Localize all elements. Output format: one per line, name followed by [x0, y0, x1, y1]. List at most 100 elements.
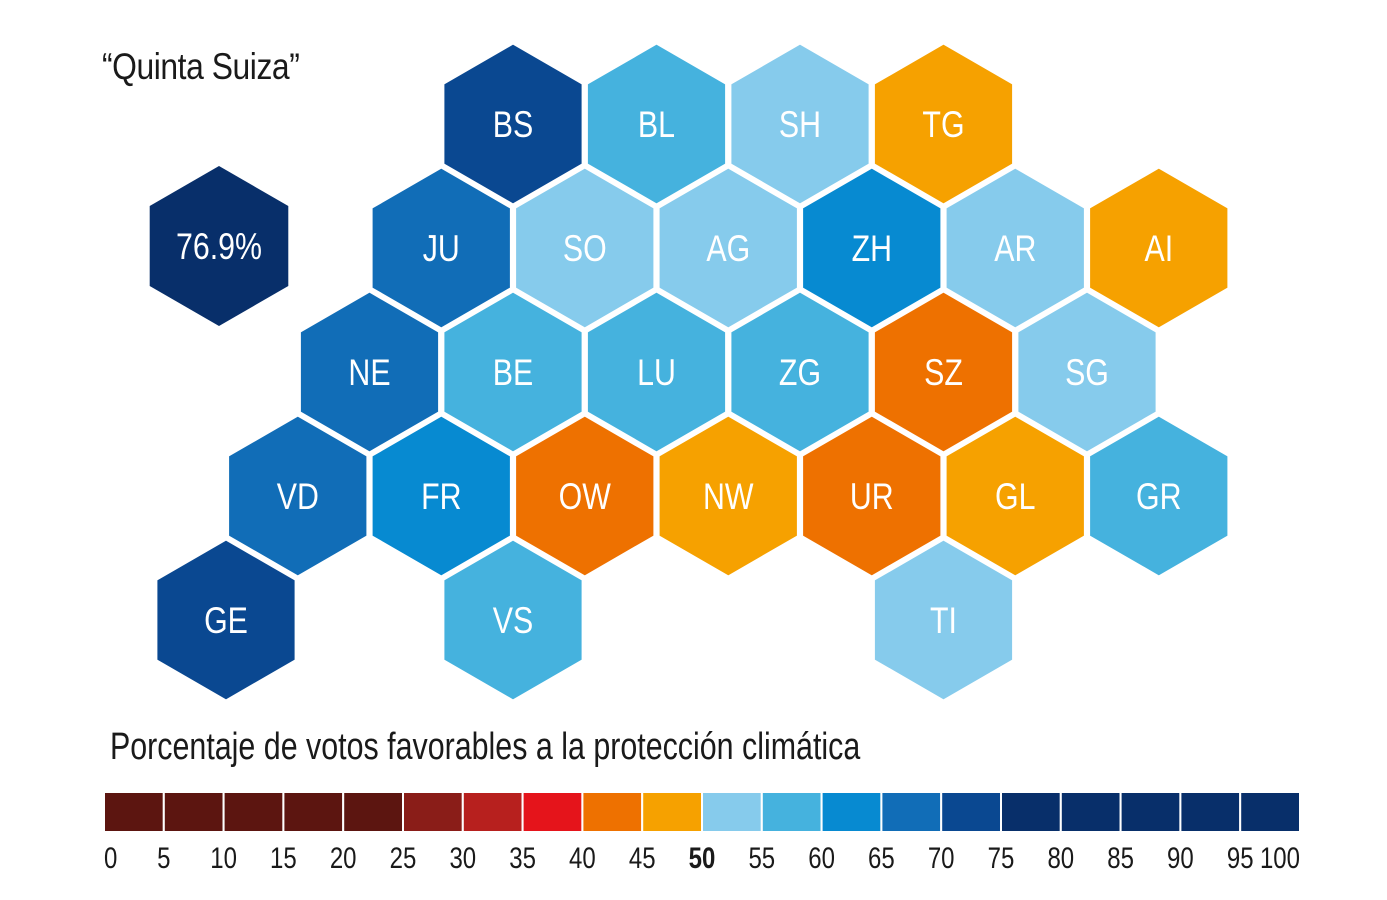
canton-hex-sh: [728, 41, 872, 207]
canton-label: AG: [706, 228, 750, 270]
legend-swatch: [880, 791, 943, 833]
legend-tick-label: 60: [808, 840, 835, 874]
canton-label: GE: [204, 600, 248, 642]
legend-tick-label: 10: [210, 840, 237, 874]
canton-label: NW: [703, 476, 754, 518]
canton-hex-gr: [1087, 413, 1231, 579]
canton-hex-gl: [943, 413, 1087, 579]
canton-hex-bs: [441, 41, 585, 207]
canton-hex-sg: [1015, 289, 1159, 455]
legend-tick-label: 50: [689, 840, 716, 874]
legend-tick-label: 75: [988, 840, 1015, 874]
legend-tick-label: 25: [390, 840, 417, 874]
legend-tick-label: 0: [104, 840, 117, 874]
legend-swatch: [222, 791, 285, 833]
canton-label: VS: [493, 600, 533, 642]
canton-label: ZH: [852, 228, 892, 270]
canton-hex-ne: [297, 289, 442, 455]
legend-tick-label: 85: [1107, 840, 1134, 874]
canton-hex-ar: [943, 165, 1087, 331]
canton-hex-ju: [369, 165, 513, 331]
canton-label: TI: [930, 600, 957, 642]
national-result-value: 76.9%: [176, 226, 262, 268]
canton-label: OW: [559, 476, 611, 518]
map-title: “Quinta Suiza”: [102, 46, 300, 87]
canton-hex-ur: [800, 413, 944, 579]
canton-hex-so: [513, 165, 657, 331]
canton-hex-ai: [1087, 165, 1231, 331]
canton-label: SZ: [924, 352, 963, 394]
legend-swatch: [402, 791, 464, 833]
canton-label: NE: [348, 352, 390, 394]
canton-label: BE: [493, 352, 533, 394]
legend-title: Porcentaje de votos favorables a la prot…: [110, 726, 861, 768]
canton-hex-ag: [656, 165, 800, 331]
legend-swatch: [461, 791, 524, 833]
legend-swatch: [1179, 791, 1242, 833]
canton-label: BL: [638, 104, 675, 146]
legend-tick-label: 45: [629, 840, 656, 874]
legend-swatch: [1000, 791, 1062, 833]
canton-hexes: BS BL SH TG JU SO AG ZH AR AI NE BE LU ZG SZ SG VD FR OW NW…: [154, 41, 1231, 703]
legend-tick-label: 35: [509, 840, 536, 874]
canton-label: AI: [1144, 228, 1173, 270]
canton-hex-vs: [441, 537, 585, 703]
legend-tick-label: 40: [569, 840, 596, 874]
legend-tick-label: 100: [1260, 840, 1300, 874]
canton-label: GR: [1136, 476, 1182, 518]
legend-tick-label: 90: [1167, 840, 1194, 874]
legend-swatch: [581, 791, 644, 833]
canton-label: SH: [779, 104, 821, 146]
legend-tick-label: 70: [928, 840, 955, 874]
canton-label: BS: [493, 104, 533, 146]
canton-label: VD: [277, 476, 319, 518]
canton-label: JU: [423, 228, 460, 270]
national-result-hex: [149, 166, 289, 326]
canton-hex-ge: [154, 537, 298, 703]
legend-tick-label: 30: [449, 840, 476, 874]
canton-hex-lu: [584, 289, 729, 455]
legend-tick-label: 80: [1047, 840, 1074, 874]
canton-hex-tg: [871, 41, 1016, 207]
canton-label: FR: [421, 476, 461, 518]
canton-hex-bl: [584, 41, 729, 207]
legend-tick-label: 20: [330, 840, 357, 874]
canton-hex-ow: [513, 413, 657, 579]
legend-swatch: [940, 791, 1003, 833]
legend-swatch: [701, 791, 763, 833]
canton-hex-nw: [656, 413, 800, 579]
legend-swatch: [162, 791, 225, 833]
legend-swatch: [1239, 791, 1301, 833]
canton-label: UR: [850, 476, 894, 518]
canton-label: SO: [563, 228, 607, 270]
legend-swatch: [760, 791, 823, 833]
canton-label: AR: [994, 228, 1036, 270]
legend-swatch: [103, 791, 165, 833]
canton-label: SG: [1065, 352, 1109, 394]
canton-label: LU: [637, 352, 676, 394]
legend-swatch: [820, 791, 883, 833]
legend-swatch: [282, 791, 345, 833]
legend-tick-label: 55: [748, 840, 775, 874]
canton-label: ZG: [779, 352, 821, 394]
legend-swatch: [641, 791, 704, 833]
legend-tick-label: 95: [1227, 840, 1254, 874]
legend-tick-label: 15: [270, 840, 297, 874]
legend-swatch: [1119, 791, 1182, 833]
legend-scale: 0 5 10 15 20 25 30 35 40 45 50 55 60 65 70 75 80 85 90 95 10…: [103, 791, 1301, 875]
canton-hex-zh: [800, 165, 944, 331]
canton-hex-ti: [871, 537, 1016, 703]
legend-tick-label: 65: [868, 840, 895, 874]
legend-swatch: [342, 791, 405, 833]
canton-hex-fr: [369, 413, 513, 579]
canton-hex-vd: [226, 413, 370, 579]
canton-hex-be: [441, 289, 585, 455]
canton-hex-zg: [728, 289, 872, 455]
legend-swatch: [1059, 791, 1122, 833]
canton-label: GL: [995, 476, 1035, 518]
legend-tick-label: 5: [157, 840, 170, 874]
canton-label: TG: [922, 104, 964, 146]
canton-hex-sz: [871, 289, 1016, 455]
